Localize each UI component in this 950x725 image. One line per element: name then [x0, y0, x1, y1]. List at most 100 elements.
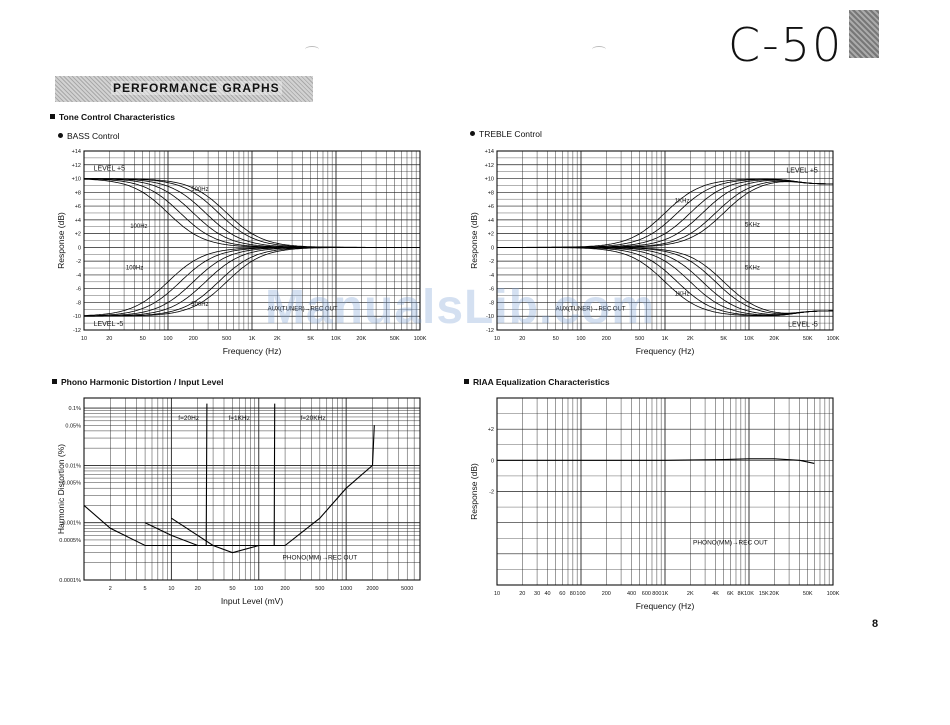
x-tick-label: 50	[229, 586, 235, 592]
x-tick-label: 10	[81, 336, 87, 342]
model-tab	[849, 10, 879, 58]
y-tick-label: 0.0001%	[59, 578, 81, 584]
x-tick-label: 200	[189, 336, 198, 342]
y-tick-label: +8	[75, 190, 81, 196]
freq-label: f=1KHz	[228, 415, 250, 422]
y-tick-label: -4	[489, 273, 494, 279]
y-tick-label: -4	[76, 273, 81, 279]
y-axis-label: Response (dB)	[469, 463, 479, 520]
freq-label: f=20KHz	[300, 415, 325, 422]
x-tick-label: 60	[559, 591, 565, 597]
thd-curve	[83, 403, 208, 547]
x-tick-label: 50	[140, 336, 146, 342]
x-tick-label: 20	[106, 336, 112, 342]
thd-curve	[171, 425, 375, 554]
turnover-label: 1KHz	[675, 292, 690, 298]
y-tick-label: +14	[485, 149, 494, 155]
signal-path-label: PHONO(MM)→REC OUT	[282, 554, 357, 561]
turnover-label: 100Hz	[126, 265, 143, 271]
phono-heading-text: Phono Harmonic Distortion / Input Level	[61, 377, 224, 387]
x-tick-label: 200	[602, 336, 611, 342]
plot-frame	[83, 397, 421, 581]
x-tick-label: 500	[222, 336, 231, 342]
x-tick-label: 5K	[720, 336, 727, 342]
y-tick-label: +10	[72, 177, 81, 183]
x-tick-label: 10	[494, 591, 500, 597]
plot-frame	[496, 397, 834, 586]
x-tick-label: 400	[627, 591, 636, 597]
tone-heading: Tone Control Characteristics	[50, 112, 175, 122]
bullet-dot	[58, 133, 63, 138]
y-tick-label: +6	[75, 204, 81, 210]
y-tick-label: -8	[489, 300, 494, 306]
x-tick-label: 1K	[662, 591, 669, 597]
section-banner: PERFORMANCE GRAPHS	[55, 76, 313, 102]
y-tick-label: 0	[491, 458, 494, 464]
x-tick-label: 800	[652, 591, 661, 597]
level-plus-label: LEVEL +5	[94, 165, 126, 172]
riaa-heading-text: RIAA Equalization Characteristics	[473, 377, 610, 387]
y-tick-label: 0.1%	[68, 406, 81, 412]
freq-label: f=20Hz	[178, 415, 199, 422]
y-tick-label: 0.005%	[62, 481, 81, 487]
x-tick-label: 6K	[727, 591, 734, 597]
y-tick-label: +10	[485, 177, 494, 183]
x-tick-label: 100	[576, 336, 585, 342]
level-minus-label: LEVEL -5	[94, 321, 124, 328]
x-tick-label: 100	[254, 586, 263, 592]
x-tick-label: 10K	[744, 336, 754, 342]
banner-title: PERFORMANCE GRAPHS	[111, 81, 282, 95]
x-tick-label: 15K	[759, 591, 769, 597]
y-axis-label: Response (dB)	[56, 212, 66, 269]
tone-heading-text: Tone Control Characteristics	[59, 112, 176, 122]
x-tick-label: 2	[109, 586, 112, 592]
x-tick-label: 200	[280, 586, 289, 592]
x-tick-label: 2000	[366, 586, 378, 592]
bullet-square	[464, 379, 469, 384]
y-tick-label: +8	[488, 190, 494, 196]
y-tick-label: +4	[75, 218, 81, 224]
riaa-heading: RIAA Equalization Characteristics	[464, 377, 610, 387]
tone-curve	[497, 247, 833, 314]
x-axis-label: Frequency (Hz)	[223, 346, 282, 356]
x-tick-label: 10K	[331, 336, 341, 342]
plot-frame	[496, 150, 834, 331]
y-tick-label: +12	[72, 163, 81, 169]
x-tick-label: 100K	[414, 336, 427, 342]
y-tick-label: -6	[489, 287, 494, 293]
turnover-label: 100Hz	[130, 224, 147, 230]
page-mark	[592, 46, 606, 53]
y-tick-label: -2	[76, 259, 81, 265]
x-tick-label: 500	[635, 336, 644, 342]
plot-frame	[83, 150, 421, 331]
turnover-label: 5KHz	[745, 223, 760, 229]
x-tick-label: 20	[195, 586, 201, 592]
x-tick-label: 5000	[401, 586, 413, 592]
turnover-label: 1KHz	[675, 199, 690, 205]
x-tick-label: 20K	[769, 591, 779, 597]
x-tick-label: 10K	[744, 591, 754, 597]
y-tick-label: 0.0005%	[59, 538, 81, 544]
x-tick-label: 2K	[687, 591, 694, 597]
x-tick-label: 50K	[390, 336, 400, 342]
level-minus-label: LEVEL -5	[788, 322, 818, 329]
turnover-label: 5KHz	[745, 265, 760, 271]
y-tick-label: -6	[76, 287, 81, 293]
watermark: ManualsLib.com	[265, 281, 656, 334]
signal-path-label: PHONO(MM)→REC OUT	[693, 539, 768, 546]
x-tick-label: 100	[163, 336, 172, 342]
riaa-curve	[497, 458, 815, 464]
y-tick-label: +4	[488, 218, 494, 224]
x-tick-label: 50K	[803, 591, 813, 597]
x-tick-label: 600	[642, 591, 651, 597]
bullet-dot	[470, 131, 475, 136]
y-tick-label: +2	[75, 232, 81, 238]
x-tick-label: 200	[602, 591, 611, 597]
x-tick-label: 100	[576, 591, 585, 597]
x-tick-label: 500	[315, 586, 324, 592]
x-tick-label: 2K	[274, 336, 281, 342]
thd-curve	[144, 403, 276, 547]
y-tick-label: +2	[488, 427, 494, 433]
y-tick-label: -8	[76, 300, 81, 306]
